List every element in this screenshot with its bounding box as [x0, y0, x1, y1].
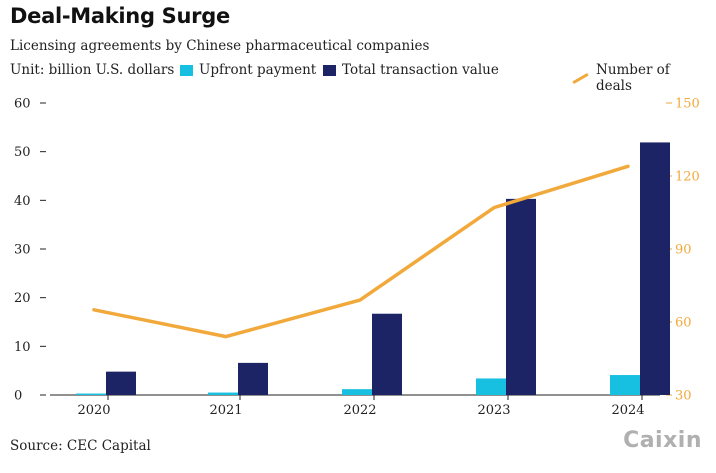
legend-upfront: Upfront payment: [180, 62, 316, 78]
y2-tick-label: 120: [675, 170, 700, 185]
y-tick-label: 20: [14, 291, 31, 306]
legend-deals-label: Number of deals: [596, 62, 670, 94]
bar-upfront-2024: [610, 375, 640, 395]
y-tick-label: 40: [14, 194, 31, 209]
x-tick-label: 2020: [77, 403, 110, 418]
y-tick-label: 30: [14, 243, 31, 258]
legend-upfront-label: Upfront payment: [199, 62, 317, 78]
y2-tick-label: 30: [675, 389, 692, 404]
y2-tick-label: 60: [675, 316, 692, 331]
deals-line: [92, 164, 630, 339]
caixin-logo: Caixin: [623, 428, 702, 453]
bar-upfront-2020: [76, 393, 106, 395]
y-tick-label: 0: [14, 389, 22, 404]
legend-deals: Number of deals: [570, 62, 710, 94]
chart-subtitle: Licensing agreements by Chinese pharmace…: [10, 38, 430, 54]
bar-total-2022: [372, 313, 402, 395]
legend-total: Total transaction value: [323, 62, 499, 78]
y2-tick-label: 150: [675, 97, 700, 112]
bar-upfront-2023: [476, 378, 506, 395]
bar-total-2023: [506, 198, 536, 395]
y2-tick-label: 90: [675, 243, 692, 258]
x-tick-label: 2024: [611, 403, 644, 418]
bar-upfront-2021: [208, 392, 238, 395]
x-tick-label: 2021: [209, 403, 242, 418]
chart-title: Deal-Making Surge: [10, 4, 230, 28]
y-tick-label: 60: [14, 97, 31, 112]
bar-total-2024: [640, 142, 670, 395]
legend-upfront-swatch: [180, 64, 193, 76]
y-tick-label: 10: [14, 340, 31, 355]
y-tick-label: 50: [14, 145, 31, 160]
x-tick-label: 2023: [477, 403, 510, 418]
bar-upfront-2022: [342, 389, 372, 395]
bar-total-2021: [238, 362, 268, 395]
legend-total-label: Total transaction value: [342, 62, 499, 78]
source-note: Source: CEC Capital: [10, 438, 151, 454]
bar-total-2020: [106, 371, 136, 395]
unit-label: Unit: billion U.S. dollars: [10, 62, 175, 78]
legend-row: Unit: billion U.S. dollars Upfront payme…: [10, 62, 710, 94]
legend-total-swatch: [323, 64, 336, 76]
x-tick-label: 2022: [343, 403, 376, 418]
